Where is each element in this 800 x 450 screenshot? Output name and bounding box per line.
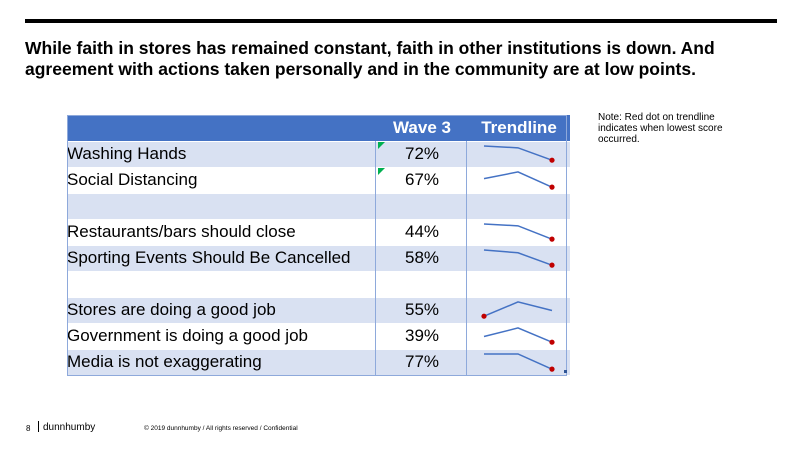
- sparkline-path: [483, 248, 553, 266]
- row-label: Sporting Events Should Be Cancelled: [67, 245, 376, 272]
- header-wave3: Wave 3: [376, 115, 468, 142]
- wave3-value: 44%: [376, 219, 468, 246]
- sparkline-path: [484, 352, 553, 370]
- header-trendline: Trendline: [468, 115, 570, 142]
- table-row: Stores are doing a good job 55%: [67, 297, 570, 324]
- wave3-value-text: 55%: [404, 300, 440, 319]
- slide-title: While faith in stores has remained const…: [25, 38, 715, 79]
- brand-logo: dunnhumby: [43, 422, 96, 433]
- sparkline-path: [483, 144, 553, 161]
- trendline-cell: [468, 219, 570, 246]
- table-row: Social Distancing 67%: [67, 167, 570, 194]
- row-label: Media is not exaggerating: [67, 349, 376, 376]
- row-label: Social Distancing: [67, 167, 376, 194]
- table-row: Washing Hands 72%: [67, 141, 570, 168]
- table-body: Washing Hands 72% Social Distancing 67% Rest…: [67, 141, 570, 376]
- table-row: Media is not exaggerating 77%: [67, 349, 570, 376]
- header-label: [67, 115, 376, 142]
- sparkline: [481, 300, 553, 319]
- comment-flag-icon[interactable]: [378, 167, 385, 175]
- row-label: Government is doing a good job: [67, 323, 376, 350]
- lowest-point-dot: [549, 262, 555, 268]
- sparkline: [483, 144, 555, 163]
- sparkline: [484, 352, 555, 372]
- wave3-value: 39%: [376, 323, 468, 350]
- sparkline-path: [483, 222, 553, 240]
- page-number: 8: [26, 424, 31, 433]
- table-row: Government is doing a good job 39%: [67, 323, 570, 350]
- table-header-row: Wave 3 Trendline: [67, 115, 570, 142]
- trendline-cell: [468, 141, 570, 168]
- copyright: © 2019 dunnhumby / All rights reserved /…: [144, 425, 298, 432]
- wave3-value: 55%: [376, 297, 468, 324]
- spacer-cell: [468, 271, 570, 298]
- sparkline: [483, 248, 555, 268]
- trendline-note: Note: Red dot on trendline indicates whe…: [598, 112, 723, 145]
- sparkline: [483, 222, 555, 242]
- lowest-point-dot: [549, 236, 555, 242]
- wave3-value: 77%: [376, 349, 468, 376]
- results-table: Wave 3 Trendline Washing Hands 72% Social …: [67, 115, 570, 376]
- wave3-value-text: 72%: [404, 144, 440, 163]
- table-row: Restaurants/bars should close 44%: [67, 219, 570, 246]
- comment-flag-icon[interactable]: [378, 141, 385, 149]
- spacer-row: [67, 193, 570, 220]
- table-resize-handle[interactable]: [564, 370, 567, 373]
- sparkline-path: [483, 170, 553, 188]
- trendline-cell: [468, 297, 570, 324]
- wave3-value-text: 44%: [404, 222, 440, 241]
- lowest-point-dot: [481, 313, 487, 319]
- trendline-cell: [468, 349, 570, 376]
- footer-divider: [38, 421, 39, 432]
- sparkline-path: [483, 300, 553, 317]
- spacer-cell: [67, 193, 376, 220]
- lowest-point-dot: [549, 184, 555, 190]
- top-rule: [25, 19, 777, 23]
- wave3-value-text: 58%: [404, 248, 440, 267]
- wave3-value: 58%: [376, 245, 468, 272]
- lowest-point-dot: [549, 157, 555, 163]
- spacer-cell: [67, 271, 376, 298]
- lowest-point-dot: [549, 339, 555, 345]
- sparkline: [483, 326, 555, 345]
- row-label: Stores are doing a good job: [67, 297, 376, 324]
- wave3-value-text: 77%: [404, 352, 440, 371]
- wave3-value: 67%: [376, 167, 468, 194]
- lowest-point-dot: [549, 366, 555, 372]
- spacer-cell: [468, 193, 570, 220]
- spacer-cell: [376, 271, 468, 298]
- trendline-cell: [468, 167, 570, 194]
- trendline-cell: [468, 323, 570, 350]
- trendline-cell: [468, 245, 570, 272]
- spacer-row: [67, 271, 570, 298]
- row-label: Restaurants/bars should close: [67, 219, 376, 246]
- wave3-value: 72%: [376, 141, 468, 168]
- wave3-value-text: 39%: [404, 326, 440, 345]
- wave3-value-text: 67%: [404, 170, 440, 189]
- sparkline-path: [483, 326, 553, 343]
- sparkline: [483, 170, 555, 190]
- spacer-cell: [376, 193, 468, 220]
- table-row: Sporting Events Should Be Cancelled 58%: [67, 245, 570, 272]
- row-label: Washing Hands: [67, 141, 376, 168]
